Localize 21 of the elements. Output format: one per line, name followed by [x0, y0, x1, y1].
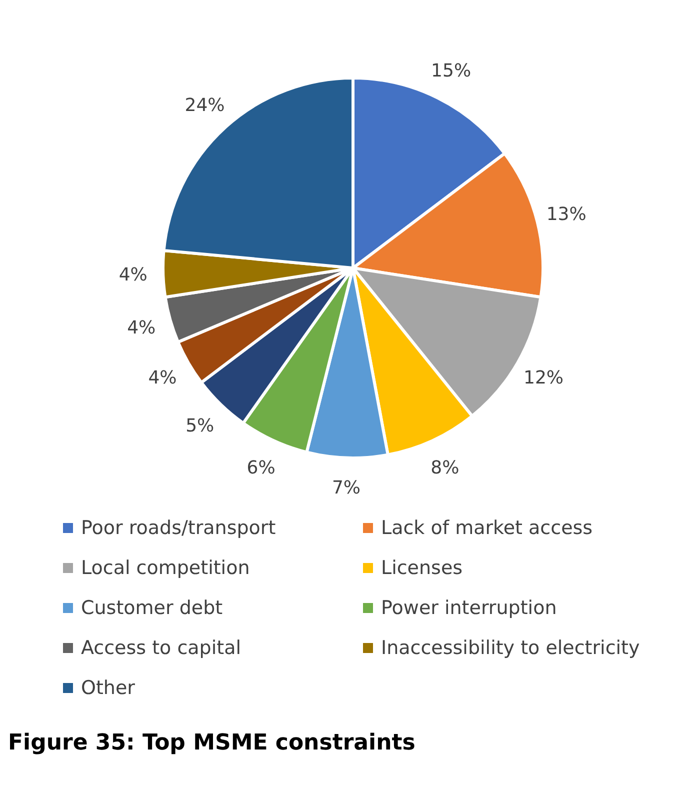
data-label: 6%	[246, 457, 276, 478]
data-label: 5%	[186, 415, 214, 436]
legend-label: Poor roads/transport	[81, 517, 276, 539]
data-label: 4%	[148, 368, 177, 388]
data-label: 13%	[546, 204, 586, 225]
legend-label: Power interruption	[381, 597, 557, 619]
data-label: 7%	[332, 477, 361, 498]
legend-label: Licenses	[381, 557, 463, 579]
legend-label: Inaccessibility to electricity	[381, 637, 640, 659]
legend-label: Customer debt	[81, 597, 223, 619]
data-label: 4%	[127, 318, 156, 339]
data-label: 12%	[524, 368, 564, 388]
data-label: 8%	[430, 457, 460, 478]
data-label: 24%	[184, 94, 225, 116]
data-label: 15%	[431, 60, 472, 82]
legend-label: Local competition	[81, 557, 250, 579]
data-label: 4%	[118, 264, 148, 286]
text: Figure 35: Top MSME constraints	[8, 730, 416, 756]
legend-label: Access to capital	[81, 637, 241, 659]
legend-label: Lack of market access	[381, 517, 593, 539]
legend-label: Other	[81, 677, 136, 699]
